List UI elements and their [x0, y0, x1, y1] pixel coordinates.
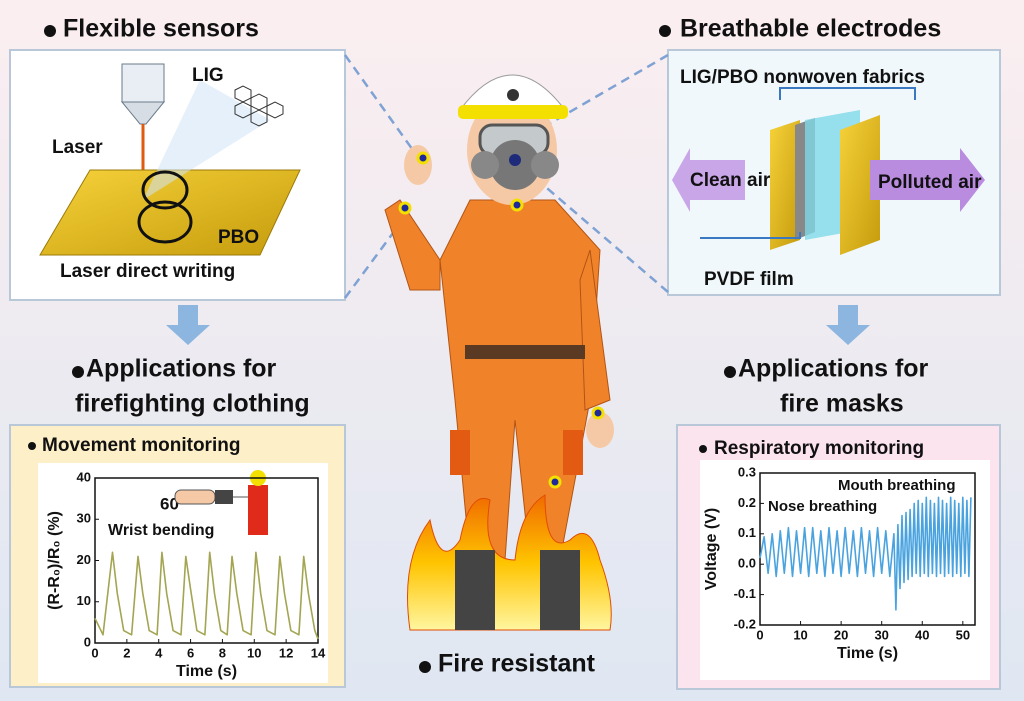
heading: Fire resistant — [438, 650, 596, 678]
y-tick-label: 0.1 — [738, 525, 756, 540]
x-tick-label: 20 — [834, 627, 848, 642]
plot-background — [700, 460, 990, 680]
y-axis-label: (R-R₀)/R₀ (%) — [46, 511, 63, 610]
bullet — [72, 366, 84, 378]
heading: Breathable electrodes — [680, 15, 941, 43]
annotation: Wrist bending — [108, 522, 214, 539]
label: PVDF film — [704, 269, 794, 290]
heading: Flexible sensors — [63, 15, 259, 43]
laser-illustration — [39, 63, 301, 256]
heading: Applications for — [738, 355, 929, 383]
y-axis-label: Voltage (V) — [703, 508, 720, 590]
label: Polluted air — [878, 172, 982, 193]
x-tick-label: 10 — [247, 645, 261, 660]
x-tick-label: 10 — [793, 627, 807, 642]
y-tick-label: 20 — [77, 552, 91, 567]
chart-title: Respiratory monitoring — [714, 438, 924, 459]
x-tick-label: 0 — [91, 645, 98, 660]
y-tick-label: 40 — [77, 469, 91, 484]
heading: firefighting clothing — [75, 390, 310, 418]
y-tick-label: 0.3 — [738, 464, 756, 479]
label: LIG — [192, 65, 224, 86]
bullet — [659, 25, 671, 37]
x-tick-label: 14 — [311, 645, 326, 660]
annotation: Mouth breathing — [838, 477, 955, 494]
heading: Applications for — [86, 355, 277, 383]
caption: Laser direct writing — [60, 261, 235, 282]
x-axis-label: Time (s) — [176, 663, 237, 680]
bullet — [699, 445, 707, 453]
x-tick-label: 50 — [956, 627, 970, 642]
x-tick-label: 8 — [219, 645, 226, 660]
x-tick-label: 40 — [915, 627, 929, 642]
arrow — [166, 305, 870, 345]
label: Laser — [52, 137, 103, 158]
y-tick-label: 10 — [77, 593, 91, 608]
annotation: Nose breathing — [768, 498, 877, 515]
y-tick-label: -0.1 — [734, 586, 756, 601]
x-tick-label: 6 — [187, 645, 194, 660]
bullet — [28, 442, 36, 450]
y-tick-label: 0 — [84, 634, 91, 649]
label: LIG/PBO nonwoven fabrics — [680, 67, 925, 88]
label: PBO — [218, 227, 259, 248]
x-tick-label: 0 — [756, 627, 763, 642]
heading: fire masks — [780, 390, 904, 418]
firefighter — [384, 74, 614, 631]
x-axis-label: Time (s) — [837, 645, 898, 662]
y-tick-label: 30 — [77, 511, 91, 526]
bullet — [419, 661, 431, 673]
x-tick-label: 4 — [155, 645, 163, 660]
bullet — [44, 25, 56, 37]
chart-title: Movement monitoring — [42, 435, 240, 456]
label: Clean air — [690, 170, 771, 191]
fabric-illustration — [672, 87, 985, 255]
data-line — [759, 496, 972, 611]
y-tick-label: 0.2 — [738, 495, 756, 510]
x-tick-label: 30 — [874, 627, 888, 642]
x-tick-label: 2 — [123, 645, 130, 660]
data-line — [94, 551, 319, 640]
y-tick-label: -0.2 — [734, 616, 756, 631]
bullet — [724, 366, 736, 378]
plot-frame — [759, 472, 976, 626]
y-tick-label: 0.0 — [738, 556, 756, 571]
x-tick-label: 12 — [279, 645, 293, 660]
